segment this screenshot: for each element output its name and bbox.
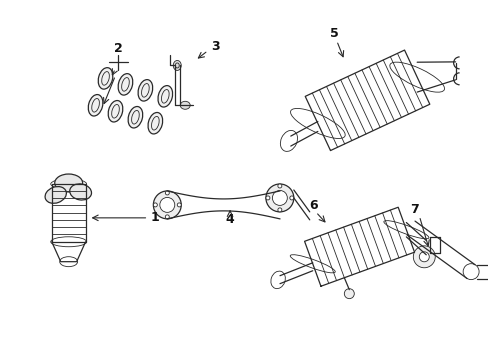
Ellipse shape (158, 86, 172, 107)
Ellipse shape (153, 203, 157, 207)
Ellipse shape (173, 60, 181, 71)
Ellipse shape (165, 191, 169, 195)
Ellipse shape (128, 107, 142, 128)
Text: 7: 7 (409, 203, 418, 216)
Ellipse shape (55, 174, 82, 192)
Ellipse shape (344, 289, 354, 299)
Ellipse shape (160, 197, 174, 212)
Ellipse shape (98, 68, 113, 89)
Ellipse shape (165, 215, 169, 219)
Ellipse shape (45, 186, 66, 203)
Ellipse shape (70, 184, 91, 200)
Ellipse shape (418, 252, 428, 262)
Ellipse shape (180, 101, 190, 109)
Ellipse shape (138, 80, 152, 101)
Ellipse shape (277, 208, 281, 212)
Ellipse shape (412, 246, 434, 268)
Ellipse shape (108, 100, 122, 122)
Ellipse shape (148, 112, 163, 134)
Ellipse shape (265, 196, 269, 200)
Ellipse shape (88, 95, 102, 116)
Text: 4: 4 (225, 213, 234, 226)
Ellipse shape (118, 74, 133, 95)
Text: 1: 1 (151, 211, 160, 224)
Text: 2: 2 (114, 42, 122, 55)
Ellipse shape (272, 190, 287, 206)
Ellipse shape (265, 184, 293, 212)
Ellipse shape (153, 191, 181, 219)
Text: 3: 3 (210, 40, 219, 53)
Text: 5: 5 (329, 27, 338, 40)
Ellipse shape (177, 203, 181, 207)
Ellipse shape (277, 184, 281, 188)
Ellipse shape (289, 196, 293, 200)
Text: 6: 6 (309, 199, 317, 212)
